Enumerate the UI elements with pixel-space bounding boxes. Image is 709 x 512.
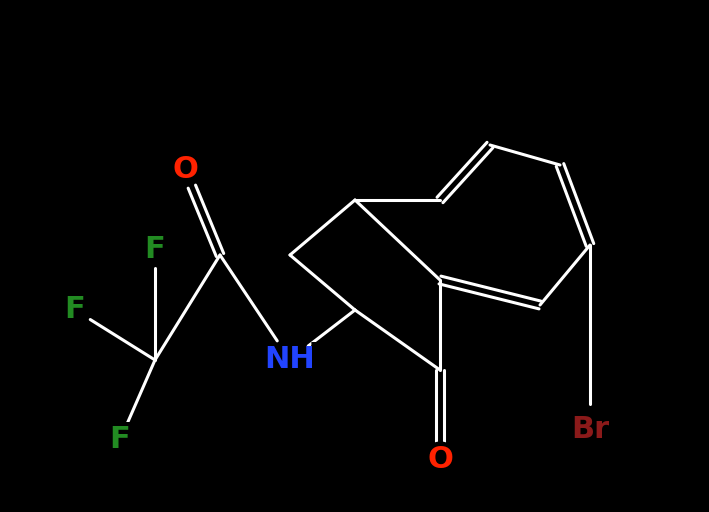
Text: F: F (106, 421, 133, 459)
Text: NH: NH (257, 341, 323, 379)
Text: O: O (423, 441, 457, 479)
Text: O: O (172, 156, 198, 184)
Text: O: O (427, 445, 453, 475)
Text: NH: NH (264, 346, 316, 374)
Text: F: F (65, 295, 85, 325)
Text: F: F (142, 231, 168, 269)
Text: Br: Br (566, 411, 615, 449)
Text: F: F (62, 291, 89, 329)
Text: F: F (145, 236, 165, 265)
Text: Br: Br (571, 416, 609, 444)
Text: O: O (169, 151, 201, 189)
Text: F: F (110, 425, 130, 455)
